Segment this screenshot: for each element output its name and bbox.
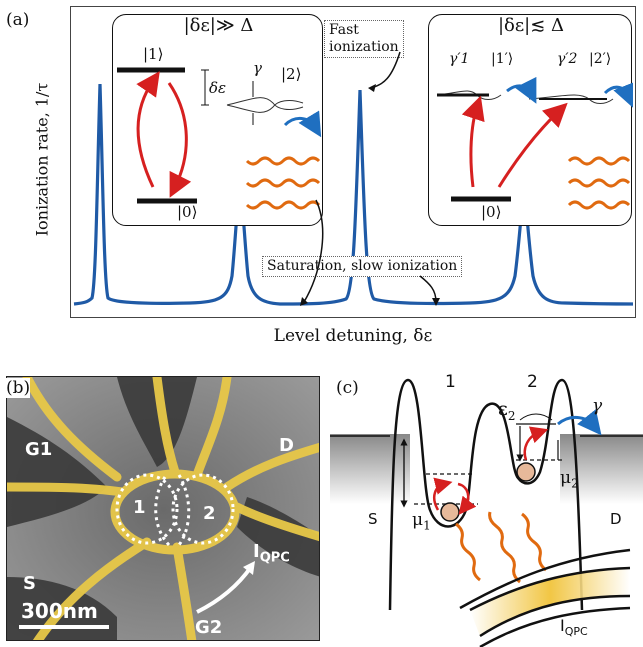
gate-electrodes: [7, 377, 319, 640]
note-fast-line2: ionization: [329, 39, 399, 55]
photon-waves-right: [567, 156, 631, 210]
mu1-label: μ1: [412, 510, 431, 532]
sem-micrograph: G1 D S G2 1 2 IQPC 300nm: [6, 376, 320, 641]
x-axis-label: Level detuning, δε: [273, 326, 433, 346]
y-axis-label: Ionization rate, 1/τ: [32, 82, 52, 237]
double-dot-potential-diagram: [330, 378, 643, 647]
qpc-label-c: IQPC: [560, 616, 588, 638]
state-0-label: |0⟩: [177, 203, 198, 221]
mu1-sub: 1: [423, 518, 431, 533]
level-2-broadened: [226, 97, 304, 111]
note-saturation: Saturation, slow ionization: [262, 256, 463, 277]
gamma1-label: γ′1: [449, 51, 470, 67]
panel-a-label: (a): [6, 10, 30, 30]
dot-2-label: 2: [203, 503, 216, 524]
inset-left-diagram: [117, 67, 322, 210]
mu2-label: μ2: [560, 468, 579, 490]
note-fast-line1: Fast: [329, 22, 359, 38]
panel-c-label: (c): [336, 378, 359, 398]
sem-image: [7, 377, 319, 640]
mu2-sub: 2: [571, 476, 579, 491]
electron-dot-1: [440, 502, 460, 522]
scale-bar-label: 300nm: [21, 599, 98, 623]
relaxation-arrow: [167, 82, 192, 198]
excitation-arrow: [136, 71, 160, 188]
photon-waves-c: [455, 511, 547, 584]
qpc-arrow: [196, 565, 253, 614]
state-1-label: |1⟩: [143, 45, 164, 63]
lead-s-label: S: [368, 510, 378, 528]
inset-left-title: |δε|≫ Δ: [183, 15, 254, 36]
gate-s-label: S: [23, 573, 36, 594]
epsilon-label: ε2: [498, 398, 515, 423]
qpc-i: I: [253, 541, 260, 562]
tunnel-out-arrow: [283, 110, 322, 138]
dot-outlines: [115, 473, 235, 547]
mu2: μ: [560, 468, 572, 488]
electron-dot-2: [516, 462, 536, 482]
epsilon-sub: 2: [507, 408, 516, 423]
plot-frame: [70, 6, 636, 318]
photon-waves: [245, 156, 321, 210]
gate-d-label: D: [279, 435, 294, 456]
qpc-i-c: I: [560, 616, 565, 635]
inset-far-detuned: |δε|≫ Δ |1⟩ |2⟩ |0⟩ δε γ: [112, 14, 323, 226]
gamma-label: γ: [253, 59, 262, 77]
inset-near-resonance: |δε|≲ Δ γ′1 |1′⟩ γ′2 |2′⟩ |0⟩: [428, 14, 633, 226]
detuning-label: δε: [209, 79, 227, 97]
state-2-label: |2⟩: [281, 65, 302, 83]
dot-2-label-c: 2: [527, 372, 538, 392]
lead-d-label: D: [610, 510, 622, 528]
inset-right-title: |δε|≲ Δ: [497, 15, 565, 36]
tunnel-out-arrow-2: [603, 81, 633, 109]
qpc-sub-c: QPC: [564, 625, 588, 639]
gamma2-label: γ′2: [557, 51, 578, 67]
qpc-sub: QPC: [259, 550, 290, 566]
gamma-label-c: γ: [592, 396, 603, 416]
state-1p-label: |1′⟩: [491, 51, 514, 67]
tunnel-out-arrow-1: [506, 76, 537, 104]
note-fast-ionization: Fast ionization: [324, 20, 404, 58]
epsilon: ε: [498, 398, 508, 420]
potential-landscape: [388, 378, 584, 611]
qpc-label: IQPC: [253, 541, 290, 566]
inset-right-diagram: [436, 76, 633, 210]
gate-g1-label: G1: [25, 439, 53, 460]
gate-g2-label: G2: [195, 617, 223, 638]
excitation-arrow-2: [497, 102, 568, 188]
state-0-label-right: |0⟩: [481, 203, 502, 221]
dot-1-label: 1: [133, 497, 146, 518]
qpc-channel: [459, 548, 631, 647]
panel-b-label: (b): [6, 378, 31, 398]
excitation-arrow-1: [461, 95, 485, 188]
state-2p-label: |2′⟩: [589, 51, 612, 67]
lead-source: [330, 434, 410, 504]
tunnel-out-arrow-c: [557, 409, 602, 436]
dot-1-label-c: 1: [445, 372, 456, 392]
mu1: μ: [412, 510, 424, 530]
